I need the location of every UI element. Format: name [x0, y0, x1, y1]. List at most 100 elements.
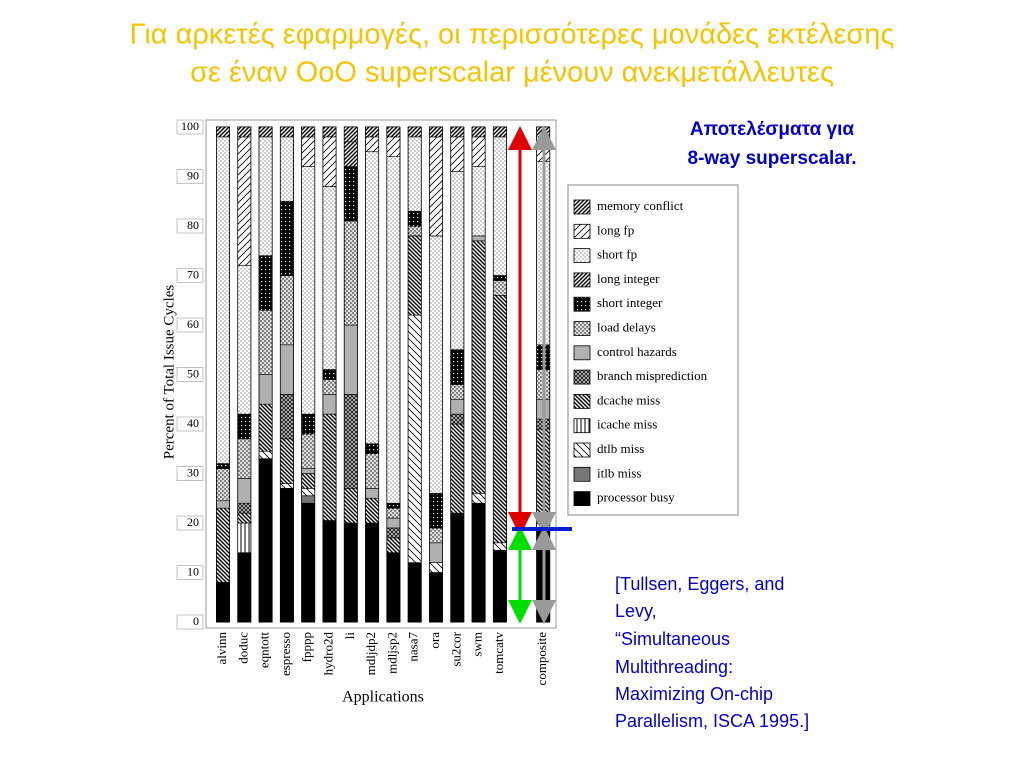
bar-segment [365, 151, 379, 445]
legend-swatch [573, 393, 591, 409]
x-tick-label: su2cor [448, 631, 463, 666]
y-tick-label: 0 [193, 614, 199, 628]
legend-label: processor busy [597, 490, 675, 505]
y-axis-label: Percent of Total Issue Cycles [161, 285, 177, 460]
bar-segment [386, 136, 401, 157]
bar-segment [343, 166, 358, 222]
bar-segment [322, 369, 337, 380]
annotation: Αποτελέσματα για [690, 119, 855, 140]
y-tick-box [176, 169, 204, 184]
bar-segment [280, 488, 294, 623]
plot-frame [205, 119, 557, 629]
bar-segment [365, 453, 379, 489]
bar-segment [386, 507, 401, 519]
y-tick-box [176, 218, 204, 234]
bar-segment [407, 314, 422, 563]
y-tick-box [176, 119, 204, 135]
bar-segment [280, 393, 294, 440]
legend-swatch [573, 418, 591, 434]
bar-segment [343, 488, 358, 524]
bar-segment [407, 126, 422, 138]
citation: [Tullsen, Eggers, and Levy, “Simultaneou… [615, 574, 809, 731]
bar-segment [407, 562, 422, 623]
bar-segment [493, 280, 507, 296]
bar-segment [237, 136, 252, 266]
y-tick-label: 50 [187, 366, 199, 380]
legend-label: long fp [597, 222, 634, 237]
bar-segment [280, 275, 294, 346]
bar-segment [343, 126, 358, 143]
bar-segment [450, 423, 465, 514]
y-tick-box [176, 466, 204, 481]
y-tick-box [176, 515, 204, 531]
bar-segment [280, 200, 294, 276]
x-tick-label: tomcatv [491, 632, 506, 674]
bar-segment [280, 483, 294, 489]
bar-segment [237, 502, 252, 514]
bar-segment [258, 309, 273, 375]
legend-swatch [573, 369, 591, 385]
bar-segment [471, 240, 486, 494]
y-tick-label: 100 [181, 119, 199, 133]
bar-segment [258, 126, 273, 138]
bar-segment [450, 349, 465, 385]
legend [567, 184, 739, 516]
bar-segment [386, 537, 401, 553]
bar-segment [280, 136, 294, 202]
x-tick-label: composite [534, 632, 549, 686]
y-tick-label: 70 [187, 267, 199, 281]
bar-segment [365, 126, 379, 138]
bar-segment [301, 468, 316, 474]
bar-segment [429, 235, 443, 494]
legend-label: memory conflict [597, 198, 684, 213]
bar-segment [258, 403, 273, 452]
bar-segment [237, 265, 252, 415]
legend-swatch [573, 223, 591, 239]
x-axis-label: Applications [342, 689, 424, 706]
bar-segment [258, 255, 273, 311]
bar-segment [450, 126, 465, 138]
bar-segment [237, 552, 252, 623]
bar-segment [280, 126, 294, 138]
bar-segment [493, 126, 507, 138]
bar-segment [407, 136, 422, 212]
arrows [508, 126, 572, 624]
bar-segment [216, 468, 230, 502]
legend-swatch [573, 321, 591, 336]
y-tick-label: 90 [187, 168, 199, 182]
legend-label: long integer [597, 271, 660, 286]
bar-segment [301, 433, 316, 469]
slide-title: Για αρκετές εφαρμογές, οι περισσότερες μ… [130, 19, 895, 51]
bar-segment [429, 572, 443, 623]
legend-swatch [573, 272, 591, 288]
bar-segment [365, 443, 379, 454]
x-tick-label: ora [427, 632, 442, 649]
legend-label: load delays [597, 319, 656, 334]
bar-segment [493, 275, 507, 281]
bar-segment [386, 517, 401, 529]
bar-segment [301, 136, 316, 167]
bar-segment [493, 294, 507, 544]
citation-line: “Simultaneous [615, 629, 730, 649]
bar-segment [258, 458, 273, 623]
bar-segment [450, 171, 465, 351]
x-tick-label: espresso [278, 632, 293, 676]
bar-segment [216, 463, 230, 469]
bar-segment [365, 497, 379, 524]
x-tick-label: mdljdp2 [363, 632, 378, 675]
bar-segment [258, 136, 273, 256]
y-tick-box [176, 416, 204, 432]
bars [216, 126, 551, 623]
y-tick-label: 20 [187, 515, 199, 529]
bar-segment [301, 495, 316, 504]
bar-segment [237, 438, 252, 479]
bar-segment [216, 136, 230, 464]
citation-line: Levy, [615, 601, 657, 621]
x-tick-label: nasa7 [406, 632, 421, 662]
bar-segment [237, 478, 252, 504]
x-tick-label: doduc [235, 632, 250, 664]
bar-segment [450, 384, 465, 400]
bar-segment [365, 136, 379, 153]
x-tick-label: eqntott [257, 632, 272, 668]
